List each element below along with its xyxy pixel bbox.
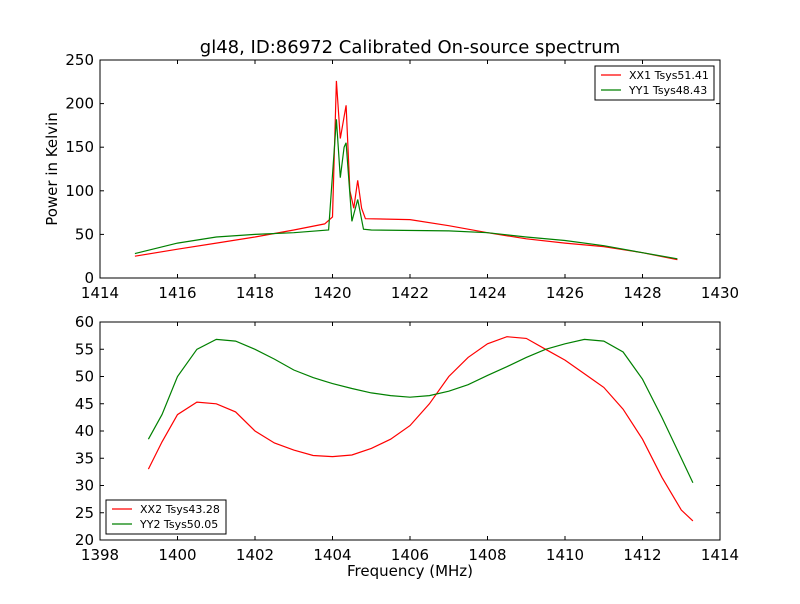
x-tick-label: 1430 — [701, 284, 739, 302]
y-tick-label: 30 — [75, 477, 94, 495]
y-tick-label: 60 — [75, 313, 94, 331]
x-tick-label: 1428 — [623, 284, 661, 302]
y-tick-label: 250 — [65, 51, 94, 69]
legend: XX1 Tsys51.41 YY1 Tsys48.43 — [594, 65, 715, 101]
x-tick-label: 1422 — [391, 284, 429, 302]
series-line-yy1 — [134, 119, 678, 260]
x-tick-label: 1418 — [236, 284, 274, 302]
axes-1: 1414 1416 1418 1420 1422 1424 1426 1428 1430 0 50 1… — [65, 51, 739, 302]
legend-label: YY1 Tsys48.43 — [628, 84, 707, 97]
y-tick-label: 50 — [75, 225, 94, 243]
x-tick-label: 1398 — [81, 546, 119, 564]
y-tick-label: 50 — [75, 368, 94, 386]
legend: XX2 Tsys43.28 YY2 Tsys50.05 — [105, 499, 227, 535]
series-line-xx2 — [147, 336, 694, 522]
x-tick-label: 1412 — [623, 546, 661, 564]
x-tick-label: 1402 — [236, 546, 274, 564]
legend-label: XX1 Tsys51.41 — [629, 69, 709, 82]
x-tick-label: 1414 — [81, 284, 119, 302]
y-axis-label: Power in Kelvin — [43, 112, 61, 226]
y-tick-label: 20 — [75, 531, 94, 549]
x-axis-label: Frequency (MHz) — [347, 562, 473, 580]
y-tick-label: 100 — [65, 182, 94, 200]
y-tick-label: 200 — [65, 95, 94, 113]
x-tick-label: 1404 — [313, 546, 351, 564]
y-tick-label: 45 — [75, 395, 94, 413]
y-tick-label: 0 — [84, 269, 94, 287]
x-tick-label: 1416 — [158, 284, 196, 302]
x-tick-label: 1400 — [158, 546, 196, 564]
y-tick-label: 25 — [75, 504, 94, 522]
legend-label: XX2 Tsys43.28 — [140, 503, 220, 516]
y-tick-label: 35 — [75, 449, 94, 467]
x-tick-label: 1424 — [468, 284, 506, 302]
series-line-yy2 — [147, 338, 694, 484]
x-tick-label: 1426 — [546, 284, 584, 302]
x-tick-label: 1420 — [313, 284, 351, 302]
legend-label: YY2 Tsys50.05 — [139, 518, 218, 531]
x-tick-label: 1406 — [391, 546, 429, 564]
legend-frame — [594, 65, 715, 101]
legend-frame — [105, 499, 227, 535]
x-tick-label: 1408 — [468, 546, 506, 564]
x-tick-label: 1414 — [701, 546, 739, 564]
axes-2: 1398 1400 1402 1404 1406 1408 1410 1412 1414 20 25… — [75, 313, 739, 564]
y-tick-label: 150 — [65, 138, 94, 156]
y-tick-label: 55 — [75, 340, 94, 358]
y-tick-label: 40 — [75, 422, 94, 440]
x-tick-label: 1410 — [546, 546, 584, 564]
chart-title: gl48, ID:86972 Calibrated On-source spec… — [200, 37, 620, 58]
series-line-xx1 — [134, 80, 678, 261]
